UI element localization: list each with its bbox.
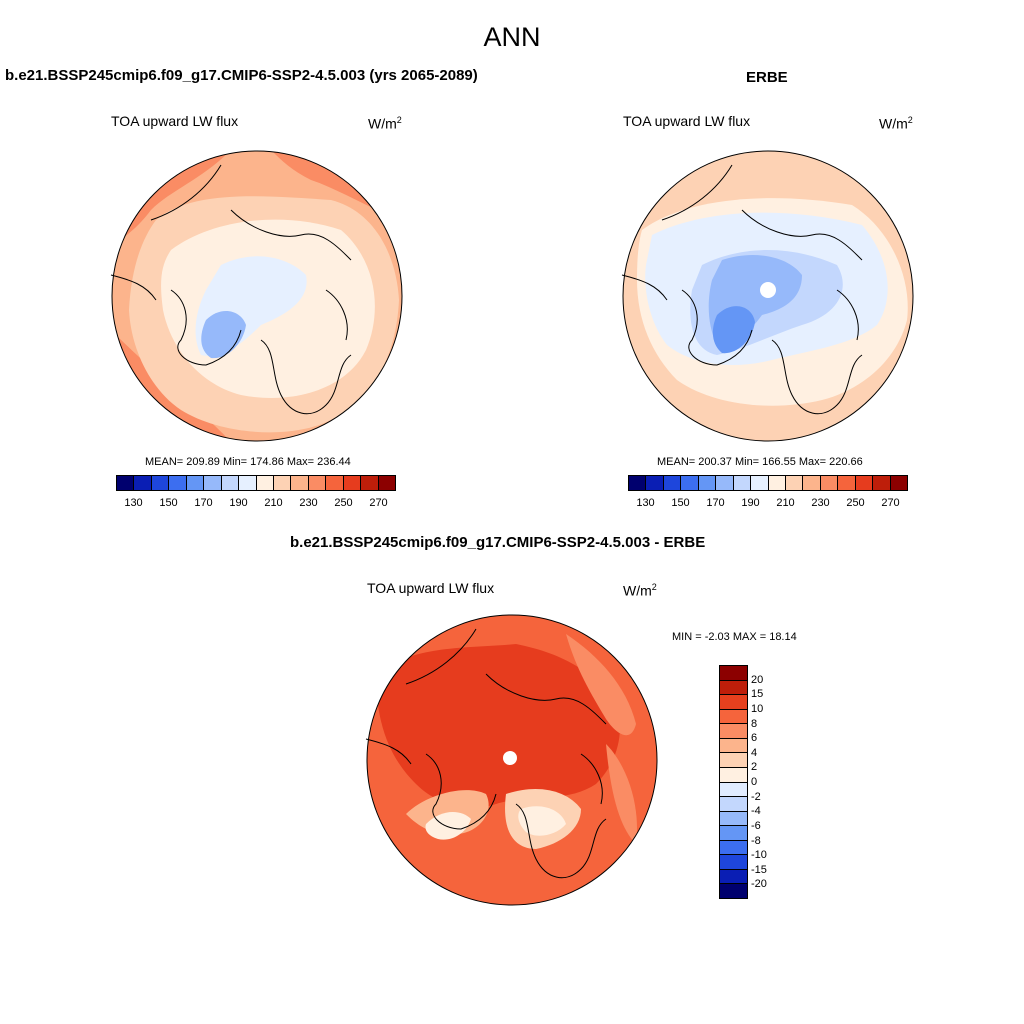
colorbar-tick-label: -4 [751,805,761,818]
colorbar-swatch [890,476,907,490]
colorbar-swatch [291,476,309,490]
colorbar-tick-label: 170 [706,497,725,509]
model-panel-title: b.e21.BSSP245cmip6.f09_g17.CMIP6-SSP2-4.… [5,67,478,84]
colorbar-tick-label: 170 [194,497,213,509]
colorbar-swatch [720,826,747,841]
colorbar-swatch [720,797,747,812]
colorbar-tick-label: 130 [124,497,143,509]
colorbar-swatch [720,869,747,885]
model-stats: MEAN= 209.89 Min= 174.86 Max= 236.44 [145,456,351,468]
colorbar-swatch [720,724,747,739]
colorbar-swatch [151,476,170,490]
colorbar-swatch [820,476,839,490]
colorbar-tick-label: -20 [751,878,767,891]
colorbar-swatch [646,476,664,490]
diff-stats: MIN = -2.03 MAX = 18.14 [672,631,797,643]
colorbar-tick-label: -2 [751,790,761,803]
colorbar-tick-label: 10 [751,702,764,715]
colorbar-swatch [134,476,152,490]
colorbar-tick-label: 0 [751,776,758,788]
colorbar-swatch [855,476,874,490]
colorbar-swatch [204,476,222,490]
colorbar-swatch [720,855,747,870]
colorbar-swatch [720,782,747,798]
colorbar-swatch [326,476,344,490]
colorbar-tick-label: 150 [159,497,178,509]
colorbar-swatch [308,476,327,490]
colorbar-swatch [720,709,747,725]
colorbar-tick-label: 2 [751,761,758,774]
colorbar-tick-label: -8 [751,834,761,847]
colorbar-tick-label: 230 [811,497,830,509]
colorbar-tick-label: 270 [881,497,900,509]
colorbar-swatch [716,476,734,490]
colorbar-swatch [720,753,747,768]
colorbar-swatch [803,476,821,490]
obs-colorbar: 130 150 170 190 210 230 250 270 [628,475,908,511]
model-polar-map [110,150,403,442]
diff-panel-title: b.e21.BSSP245cmip6.f09_g17.CMIP6-SSP2-4.… [290,534,706,551]
colorbar-swatch [663,476,682,490]
colorbar-swatch [343,476,362,490]
obs-units-label: W/m2 [879,115,913,132]
colorbar-tick-label: 15 [751,688,764,701]
page-title: ANN [483,22,541,52]
obs-variable-label: TOA upward LW flux [623,113,751,129]
colorbar-tick-label: 8 [751,717,758,730]
colorbar-swatch [720,840,747,856]
diff-colorbar [719,665,748,899]
colorbar-swatch [117,476,135,490]
colorbar-swatch [629,476,647,490]
model-units-label: W/m2 [368,115,402,132]
colorbar-tick-label: -6 [751,819,761,832]
colorbar-swatch [256,476,274,490]
colorbar-swatch [720,695,747,710]
colorbar-tick-label: 190 [741,497,760,509]
colorbar-swatch [273,476,292,490]
colorbar-tick-label: -15 [751,863,767,876]
colorbar-swatch [768,476,786,490]
obs-polar-map [621,150,914,442]
colorbar-swatch [186,476,205,490]
colorbar-tick-label: 250 [846,497,865,509]
diff-polar-map [365,614,658,906]
colorbar-swatch [681,476,699,490]
colorbar-swatch [720,666,747,681]
colorbar-tick-label: 210 [776,497,795,509]
colorbar-swatch [873,476,891,490]
colorbar-swatch [785,476,804,490]
diff-units-label: W/m2 [623,582,657,599]
colorbar-swatch [720,738,747,754]
colorbar-swatch [720,884,747,898]
colorbar-swatch [239,476,257,490]
colorbar-tick-label: 190 [229,497,248,509]
colorbar-swatch [698,476,717,490]
colorbar-tick-label: 130 [636,497,655,509]
colorbar-swatch [221,476,240,490]
model-variable-label: TOA upward LW flux [111,113,239,129]
diff-variable-label: TOA upward LW flux [367,580,495,596]
colorbar-swatch [720,680,747,696]
colorbar-tick-label: -10 [751,849,767,862]
colorbar-swatch [169,476,187,490]
diff-colorbar-ticks: 20 15 10 8 6 4 2 0 -2 -4 -6 -8 -10 -15 -20 [751,665,791,899]
colorbar-swatch [720,811,747,827]
colorbar-tick-label: 250 [334,497,353,509]
colorbar-swatch [720,767,747,783]
colorbar-tick-label: 6 [751,732,758,745]
colorbar-swatch [733,476,752,490]
obs-panel-title: ERBE [746,69,788,86]
colorbar-tick-label: 230 [299,497,318,509]
colorbar-tick-label: 4 [751,746,758,759]
colorbar-tick-label: 210 [264,497,283,509]
obs-stats: MEAN= 200.37 Min= 166.55 Max= 220.66 [657,456,863,468]
colorbar-tick-label: 270 [369,497,388,509]
colorbar-swatch [751,476,769,490]
colorbar-swatch [361,476,379,490]
colorbar-swatch [838,476,856,490]
colorbar-swatch [378,476,395,490]
colorbar-tick-label: 150 [671,497,690,509]
colorbar-tick-label: 20 [751,673,764,686]
model-colorbar: 130 150 170 190 210 230 250 270 [116,475,396,511]
